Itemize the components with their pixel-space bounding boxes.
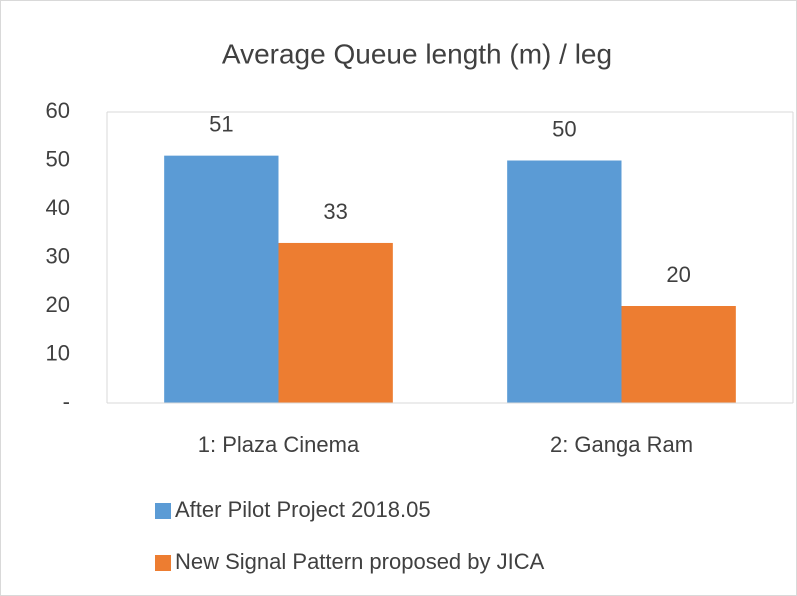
y-tick-label: 20 (46, 292, 70, 317)
chart-title: Average Queue length (m) / leg (222, 38, 612, 69)
plot-area (106, 111, 794, 403)
x-tick-label: 2: Ganga Ram (550, 432, 693, 457)
y-tick-label: 50 (46, 146, 70, 171)
data-label: 50 (552, 116, 576, 141)
y-tick-label: 30 (46, 243, 70, 268)
y-tick-label: 60 (46, 98, 70, 123)
legend-swatch (155, 503, 171, 519)
y-tick-label: 40 (46, 195, 70, 220)
y-tick-label: - (63, 389, 70, 414)
bar (164, 155, 279, 403)
legend-label: New Signal Pattern proposed by JICA (175, 549, 545, 574)
data-label: 33 (323, 199, 347, 224)
legend-label: After Pilot Project 2018.05 (175, 497, 431, 522)
bar (507, 160, 622, 403)
y-tick-label: 10 (46, 340, 70, 365)
x-tick-label: 1: Plaza Cinema (198, 432, 360, 457)
data-label: 20 (666, 262, 690, 287)
data-label: 51 (209, 111, 233, 136)
bar (278, 242, 393, 403)
bar (621, 306, 736, 403)
legend-swatch (155, 555, 171, 571)
